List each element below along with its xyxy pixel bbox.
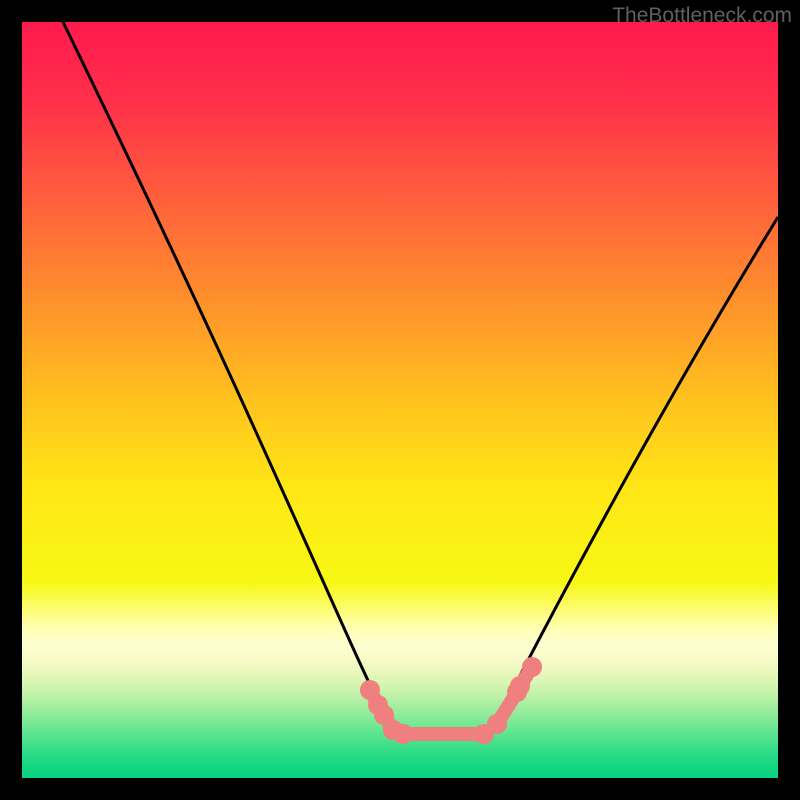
watermark-text: TheBottleneck.com [612,4,792,28]
marker-cap [487,714,507,734]
plot-background-gradient [22,22,778,778]
marker-segment [403,727,484,741]
chart-frame: TheBottleneck.com [0,0,800,800]
chart-svg [0,0,800,800]
marker-cap [393,724,413,744]
marker-cap [522,657,542,677]
marker-cap [510,676,530,696]
